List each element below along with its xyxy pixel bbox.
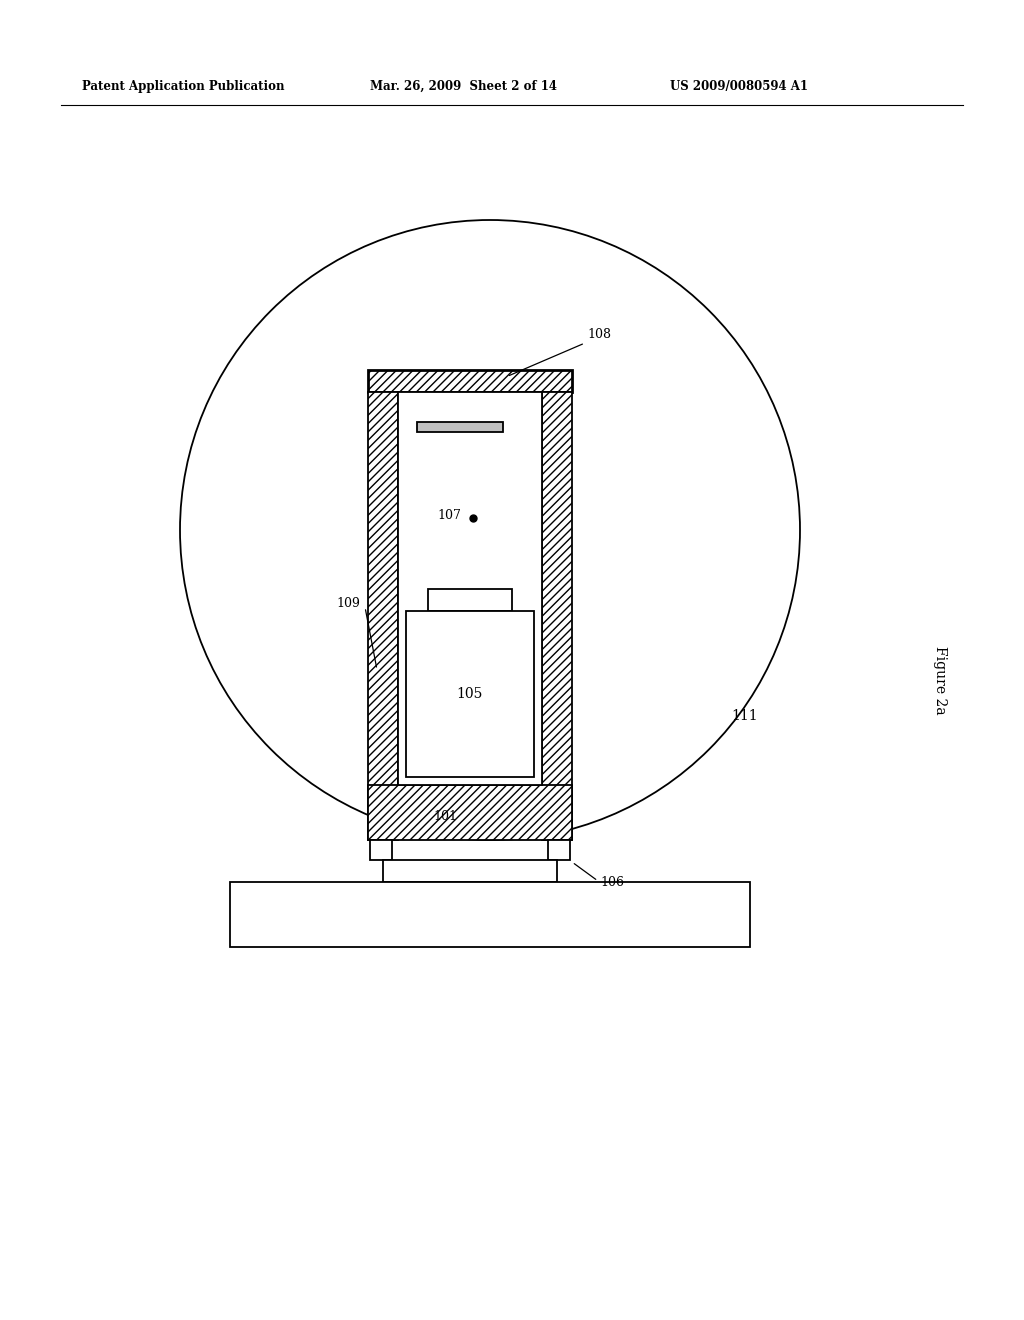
Bar (417, 422, 503, 432)
Bar (370, 840, 392, 861)
Text: Patent Application Publication: Patent Application Publication (82, 81, 285, 92)
Text: 107: 107 (437, 510, 461, 523)
Text: 109: 109 (336, 597, 360, 610)
Text: 108: 108 (587, 329, 611, 342)
Bar (368, 392, 398, 840)
Text: 101: 101 (433, 810, 458, 822)
Bar (542, 392, 572, 840)
Text: 106: 106 (600, 876, 624, 890)
Bar (230, 882, 750, 946)
Bar (428, 589, 512, 610)
Text: Figure 2a: Figure 2a (933, 645, 947, 714)
Text: Mar. 26, 2009  Sheet 2 of 14: Mar. 26, 2009 Sheet 2 of 14 (370, 81, 557, 92)
Bar (368, 370, 572, 392)
Bar (398, 392, 542, 785)
Text: US 2009/0080594 A1: US 2009/0080594 A1 (670, 81, 808, 92)
Bar (383, 861, 557, 882)
Bar (368, 785, 572, 840)
Text: 111: 111 (732, 709, 759, 723)
Bar (406, 610, 534, 777)
Bar (548, 840, 570, 861)
Text: 105: 105 (457, 686, 483, 701)
